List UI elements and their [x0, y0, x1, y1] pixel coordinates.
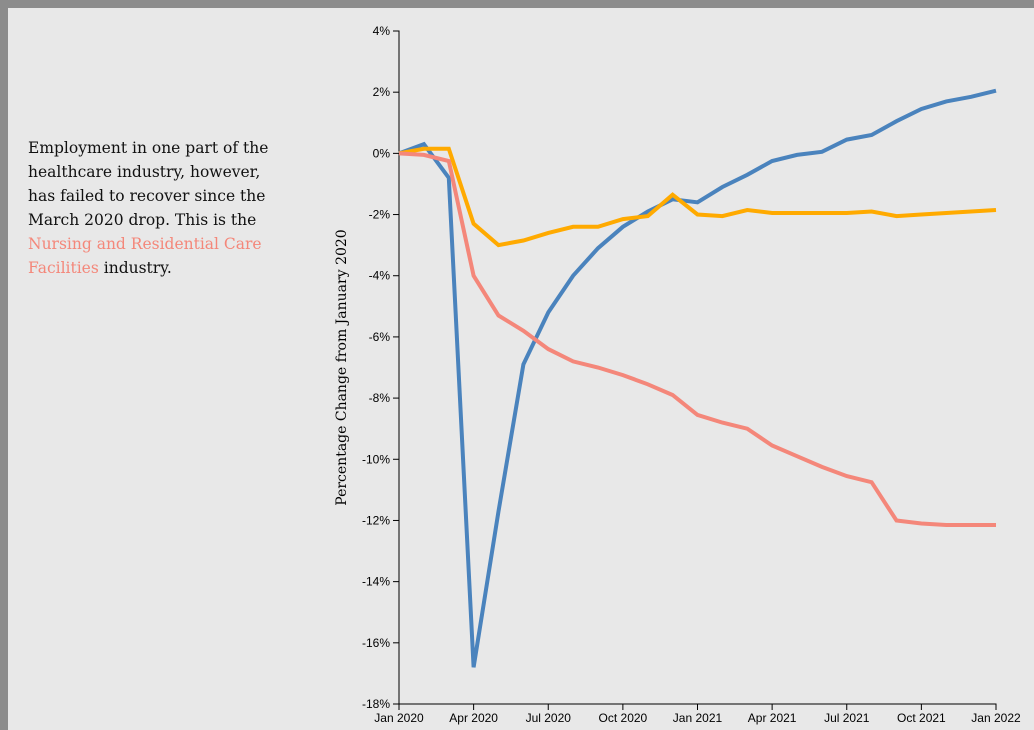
- y-tick: -8%: [369, 391, 399, 405]
- y-tick-label: -12%: [362, 513, 390, 527]
- series-line-1: [398, 88, 997, 668]
- y-tick-label: -18%: [362, 697, 390, 711]
- y-tick: 0%: [373, 146, 399, 160]
- y-tick-label: -8%: [369, 391, 391, 405]
- x-tick-label: Jul 2021: [824, 711, 870, 725]
- series-lines: [398, 88, 997, 668]
- y-tick: -10%: [362, 452, 399, 466]
- x-tick-label: Jul 2020: [526, 711, 572, 725]
- x-tick: Jan 2020: [374, 704, 424, 725]
- y-tick-label: -2%: [369, 208, 391, 222]
- y-tick: -18%: [362, 697, 399, 711]
- y-tick: -12%: [362, 513, 399, 527]
- y-tick-label: 0%: [373, 146, 391, 160]
- y-tick: -2%: [369, 208, 399, 222]
- x-tick: Jul 2020: [526, 704, 572, 725]
- y-axis-line: [393, 30, 400, 705]
- x-tick: Jan 2021: [673, 704, 723, 725]
- y-tick-label: 2%: [373, 85, 391, 99]
- x-tick: Jan 2022: [971, 704, 1021, 725]
- y-tick-label: -6%: [369, 330, 391, 344]
- x-tick: Jul 2021: [824, 704, 870, 725]
- y-axis-label: Percentage Change from January 2020: [334, 229, 350, 505]
- y-tick-label: -4%: [369, 269, 391, 283]
- x-tick: Apr 2020: [449, 704, 498, 725]
- series-line-3: [398, 151, 996, 527]
- x-tick: Apr 2021: [748, 704, 797, 725]
- x-tick-label: Jan 2021: [673, 711, 723, 725]
- highlighted-industry-name: Nursing and Residential Care Facilities: [28, 235, 262, 277]
- x-tick-label: Apr 2020: [449, 711, 498, 725]
- y-tick-label: 4%: [373, 24, 391, 38]
- y-tick: -16%: [362, 636, 399, 650]
- y-tick: -14%: [362, 575, 399, 589]
- y-tick: 4%: [373, 24, 399, 38]
- x-tick-label: Jan 2022: [971, 711, 1021, 725]
- x-axis: Jan 2020 Apr 2020 Jul 2020 Oct 2020 Jan 2021…: [374, 703, 1021, 725]
- y-tick: -6%: [369, 330, 399, 344]
- y-tick-label: -16%: [362, 636, 390, 650]
- series-line-2: [398, 146, 997, 248]
- x-tick-label: Jan 2020: [374, 711, 424, 725]
- x-tick: Oct 2020: [599, 704, 648, 725]
- y-tick: 2%: [373, 85, 399, 99]
- story-text: Employment in one part of the healthcare…: [28, 136, 290, 280]
- y-tick-label: -14%: [362, 575, 390, 589]
- story-text-outro: industry.: [103, 259, 172, 277]
- x-tick: Oct 2021: [897, 704, 946, 725]
- story-text-intro: Employment in one part of the healthcare…: [28, 139, 269, 229]
- x-tick-label: Oct 2021: [897, 711, 946, 725]
- y-tick-label: -10%: [362, 452, 390, 466]
- x-tick-label: Apr 2021: [748, 711, 797, 725]
- x-tick-label: Oct 2020: [599, 711, 648, 725]
- y-axis: 4% 2% 0% -2% -4% -6% -8% -10% -12% -14% -16% -18%: [362, 24, 400, 711]
- y-tick: -4%: [369, 269, 399, 283]
